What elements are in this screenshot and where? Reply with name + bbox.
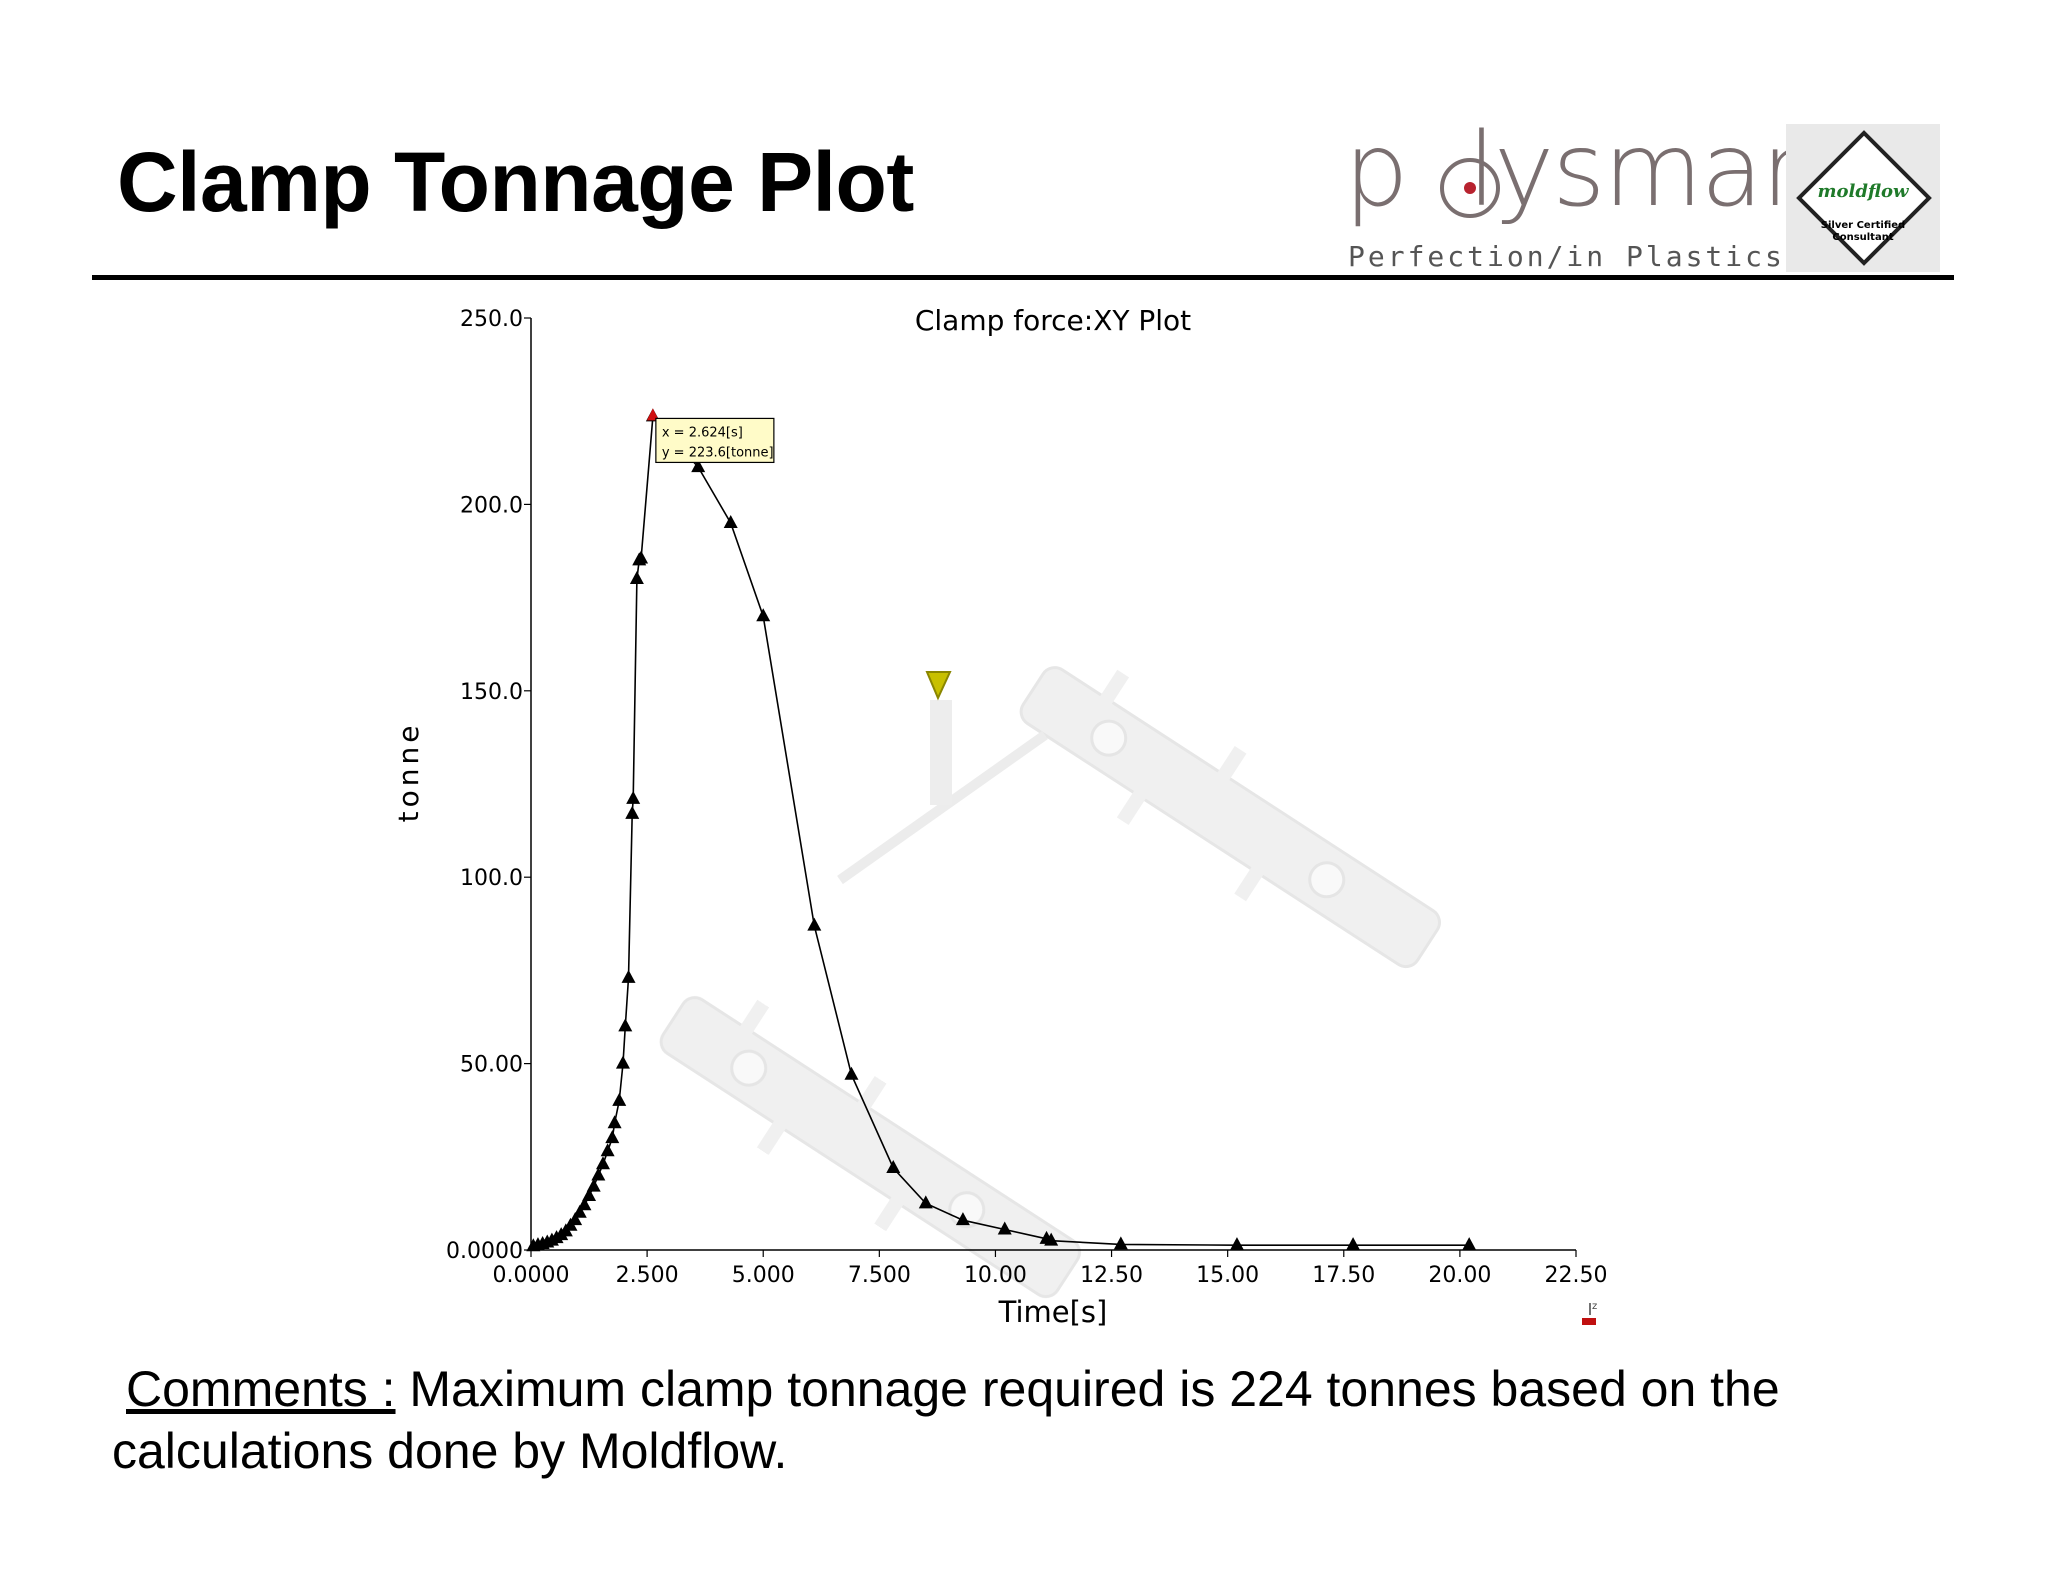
data-point-marker xyxy=(605,1130,620,1144)
x-tick-label: 17.50 xyxy=(1312,1263,1375,1288)
part-model-illustration xyxy=(659,666,1441,1299)
data-point-marker xyxy=(572,1204,587,1218)
data-point-marker xyxy=(591,1167,606,1181)
badge-line-1: Silver Certified xyxy=(1820,220,1906,231)
y-tick-label: 200.0 xyxy=(460,493,523,518)
x-tick-label: 10.00 xyxy=(964,1263,1027,1288)
y-axis-label: tonne xyxy=(392,722,425,823)
comments-text: Maximum clamp tonnage required is 224 to… xyxy=(112,1361,1780,1479)
x-tick-label: 5.000 xyxy=(732,1263,795,1288)
point-tooltip xyxy=(655,417,775,464)
data-point-marker xyxy=(621,969,636,983)
selected-point-marker xyxy=(646,408,659,421)
y-tick-label: 150.0 xyxy=(460,680,523,705)
y-tick-label: 250.0 xyxy=(460,307,523,332)
data-point-marker xyxy=(1044,1232,1059,1246)
data-point-marker xyxy=(756,608,771,622)
chart-title: Clamp force:XY Plot xyxy=(915,304,1191,337)
logo-tagline: Perfection/in Plastics xyxy=(1348,240,1785,273)
data-point-marker xyxy=(615,1055,630,1069)
data-point-marker xyxy=(625,805,640,819)
y-tick-label: 100.0 xyxy=(460,866,523,891)
data-point-marker xyxy=(844,1066,859,1080)
slide-title: Clamp Tonnage Plot xyxy=(117,135,914,229)
axis-triad-icon: z xyxy=(1582,1301,1597,1325)
x-tick-label: 12.50 xyxy=(1080,1263,1143,1288)
data-point-marker xyxy=(600,1143,615,1157)
series-line xyxy=(533,414,1470,1248)
data-point-marker xyxy=(1113,1236,1128,1250)
tooltip-y-value: y = 223.6[tonne] xyxy=(662,445,774,460)
data-point-marker xyxy=(1462,1237,1477,1251)
injection-point-icon xyxy=(925,671,952,701)
badge-certification: Silver Certified Consultant xyxy=(1786,220,1940,244)
data-point-marker xyxy=(595,1156,610,1170)
x-tick-label: 0.0000 xyxy=(493,1263,570,1288)
x-tick-label: 7.500 xyxy=(848,1263,911,1288)
comments-block: Comments : Maximum clamp tonnage require… xyxy=(112,1358,1932,1482)
badge-brand: moldflow xyxy=(1817,181,1909,202)
title-divider xyxy=(92,275,1954,280)
y-tick-label: 0.0000 xyxy=(446,1239,523,1264)
data-point-marker xyxy=(568,1212,583,1226)
clamp-force-chart: z 0.0000 2.500 5.000 7.500 10.00 12.50 15.00 17… xyxy=(392,304,1608,1329)
polysmart-logo: p lysmart Perfection/in Plastics xyxy=(1340,120,1841,280)
data-point-marker xyxy=(612,1092,627,1106)
x-tick-label: 2.500 xyxy=(616,1263,679,1288)
tooltip-x-value: x = 2.624[s] xyxy=(662,425,743,440)
data-point-marker xyxy=(955,1212,970,1226)
x-tick-label: 20.00 xyxy=(1428,1263,1491,1288)
moldflow-certification-badge: moldflow Silver Certified Consultant xyxy=(1786,124,1940,272)
data-point-marker xyxy=(997,1221,1012,1235)
badge-line-2: Consultant xyxy=(1832,232,1894,243)
logo-dot-icon xyxy=(1440,158,1500,218)
data-point-marker xyxy=(691,459,706,473)
x-tick-label: 15.00 xyxy=(1196,1263,1259,1288)
data-point-marker xyxy=(634,550,649,564)
data-point-marker xyxy=(607,1115,622,1129)
data-point-marker xyxy=(577,1197,592,1211)
data-point-marker xyxy=(1346,1237,1361,1251)
data-point-marker xyxy=(626,790,641,804)
data-point-marker xyxy=(618,1018,633,1032)
data-point-marker xyxy=(723,515,738,529)
data-point-marker xyxy=(582,1187,597,1201)
data-point-marker xyxy=(807,917,822,931)
data-point-marker xyxy=(1229,1237,1244,1251)
comments-label: Comments : xyxy=(126,1361,396,1417)
x-axis-label: Time[s] xyxy=(998,1295,1108,1329)
data-point-marker xyxy=(629,570,644,584)
data-point-marker xyxy=(586,1178,601,1192)
svg-text:z: z xyxy=(1592,1301,1597,1312)
data-point-marker xyxy=(886,1159,901,1173)
data-point-marker xyxy=(918,1195,933,1209)
logo-wordmark: p lysmart xyxy=(1344,111,1841,230)
x-tick-label: 22.50 xyxy=(1545,1263,1608,1288)
y-tick-label: 50.00 xyxy=(460,1053,523,1078)
